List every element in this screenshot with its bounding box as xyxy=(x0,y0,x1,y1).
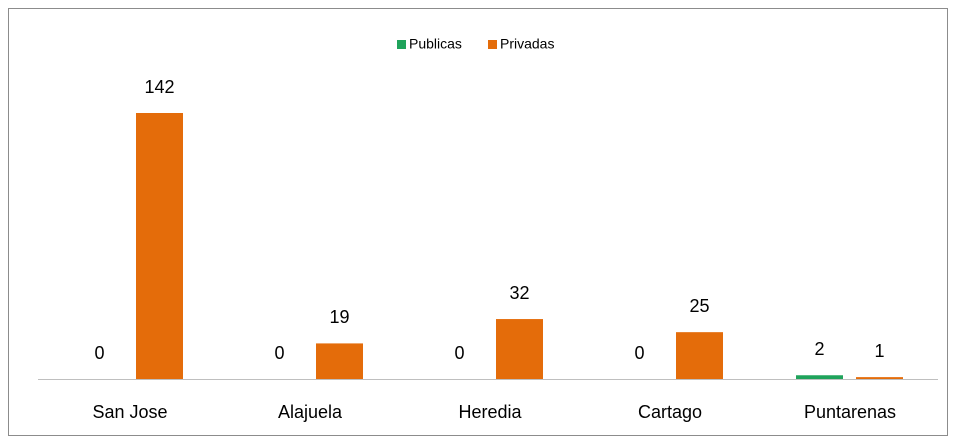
bar xyxy=(496,319,543,379)
data-label: 2 xyxy=(814,339,824,359)
legend-swatch xyxy=(488,40,497,49)
data-label: 0 xyxy=(634,343,644,363)
data-label: 25 xyxy=(689,296,709,316)
data-label: 0 xyxy=(94,343,104,363)
data-label: 32 xyxy=(509,283,529,303)
data-label: 0 xyxy=(454,343,464,363)
x-tick-label: Puntarenas xyxy=(804,402,896,422)
x-tick-label: San Jose xyxy=(92,402,167,422)
bar xyxy=(796,375,843,379)
data-label: 19 xyxy=(329,307,349,327)
legend-label: Privadas xyxy=(500,36,554,52)
data-label: 0 xyxy=(274,343,284,363)
x-tick-label: Cartago xyxy=(638,402,702,422)
data-label: 1 xyxy=(874,341,884,361)
bar xyxy=(676,332,723,379)
legend-swatch xyxy=(397,40,406,49)
x-tick-label: Heredia xyxy=(458,402,522,422)
bar xyxy=(856,377,903,379)
legend-label: Publicas xyxy=(409,36,462,52)
x-tick-label: Alajuela xyxy=(278,402,343,422)
data-label: 142 xyxy=(144,77,174,97)
bar xyxy=(316,343,363,379)
bar xyxy=(136,113,183,379)
